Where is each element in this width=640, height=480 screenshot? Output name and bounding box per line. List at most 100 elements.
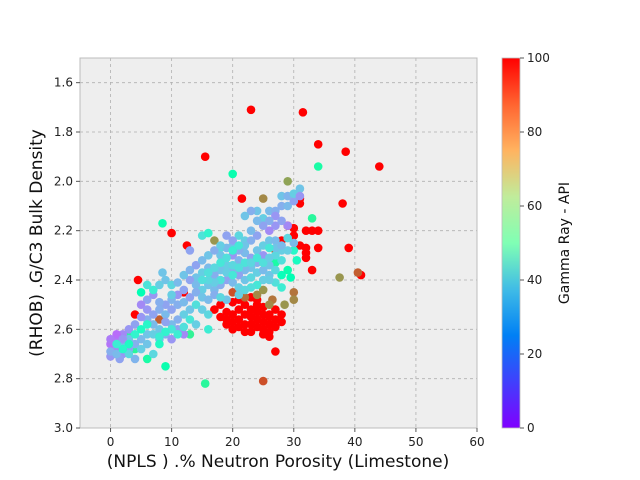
data-point (301, 243, 311, 253)
data-point (161, 327, 170, 337)
data-point (167, 334, 176, 344)
data-point (252, 206, 262, 216)
data-point (313, 162, 323, 171)
data-point (185, 265, 195, 275)
colorbar-tick-label: 60 (527, 199, 542, 213)
data-point (210, 305, 219, 314)
data-point (149, 320, 158, 329)
data-point (136, 325, 146, 334)
data-point (271, 236, 280, 245)
data-point (106, 334, 115, 344)
data-point (136, 288, 146, 297)
data-point (252, 231, 262, 240)
data-point (298, 108, 308, 117)
data-point (173, 290, 182, 300)
grid-lines (80, 58, 478, 429)
data-point (197, 268, 207, 277)
data-point (335, 273, 344, 282)
data-point (185, 246, 195, 255)
data-point (258, 258, 268, 268)
data-point (265, 216, 274, 226)
data-point (271, 211, 280, 221)
data-point (197, 305, 207, 314)
data-point (130, 330, 140, 339)
data-point (124, 339, 134, 349)
data-point (222, 320, 231, 329)
data-point (179, 330, 189, 339)
data-point (161, 310, 170, 319)
colorbar-ticks: 0 20 40 60 80 100 (520, 51, 550, 435)
data-point (344, 243, 354, 253)
data-point (313, 140, 323, 149)
data-point (271, 347, 280, 356)
data-point (130, 320, 140, 329)
data-point (234, 290, 244, 300)
data-point (271, 322, 280, 332)
data-point (341, 147, 351, 156)
data-point (289, 288, 299, 297)
plot-border (79, 57, 478, 429)
data-point (313, 243, 323, 253)
data-point (118, 334, 128, 344)
data-point (289, 246, 299, 255)
data-point (307, 265, 317, 275)
data-point (271, 305, 280, 314)
data-point (210, 246, 219, 255)
data-point (124, 325, 134, 334)
data-point (246, 236, 256, 245)
data-point (191, 300, 201, 310)
data-point (210, 263, 219, 273)
data-point (265, 236, 274, 245)
data-point (216, 241, 225, 250)
data-point (246, 273, 256, 282)
data-point (142, 330, 152, 339)
data-point (258, 275, 268, 285)
data-point (252, 216, 262, 226)
x-tick-label: 40 (347, 435, 362, 449)
data-point (136, 344, 146, 354)
data-point (277, 241, 286, 250)
data-point (307, 214, 317, 223)
data-point (133, 275, 143, 285)
data-point (191, 280, 201, 290)
data-point (130, 339, 140, 349)
data-point (216, 300, 225, 310)
data-point (283, 233, 293, 243)
y-axis-ticks: 1.6 1.8 2.0 2.2 2.4 2.6 2.8 3.0 (54, 76, 80, 435)
data-point (301, 226, 311, 235)
data-point (240, 241, 250, 250)
colorbar-title: Gamma Ray - API (557, 182, 573, 304)
x-tick-label: 50 (408, 435, 423, 449)
data-point (240, 327, 250, 337)
y-tick-label: 2.6 (54, 322, 73, 336)
data-point (167, 305, 176, 314)
y-tick-label: 2.0 (54, 174, 73, 188)
data-point (155, 297, 164, 307)
colorbar-tick-label: 40 (527, 273, 542, 287)
data-point (200, 379, 210, 388)
data-point (313, 226, 323, 235)
data-point (246, 327, 256, 337)
data-point (258, 221, 268, 230)
data-point (258, 285, 268, 295)
data-point (277, 270, 286, 280)
data-point (112, 349, 121, 359)
data-point (204, 228, 213, 238)
data-point (277, 255, 286, 265)
data-point (283, 221, 293, 230)
data-point (237, 194, 247, 203)
data-point (228, 325, 237, 334)
colorbar-tick-label: 0 (527, 421, 535, 435)
data-point (283, 201, 293, 211)
data-point (161, 362, 170, 371)
colorbar-tick-label: 20 (527, 347, 542, 361)
data-point (179, 285, 189, 295)
data-point (289, 238, 299, 248)
data-point (161, 317, 170, 327)
data-point (277, 201, 286, 211)
data-point (185, 293, 195, 302)
x-tick-label: 10 (164, 435, 179, 449)
data-point (252, 246, 262, 255)
data-point (258, 194, 268, 203)
